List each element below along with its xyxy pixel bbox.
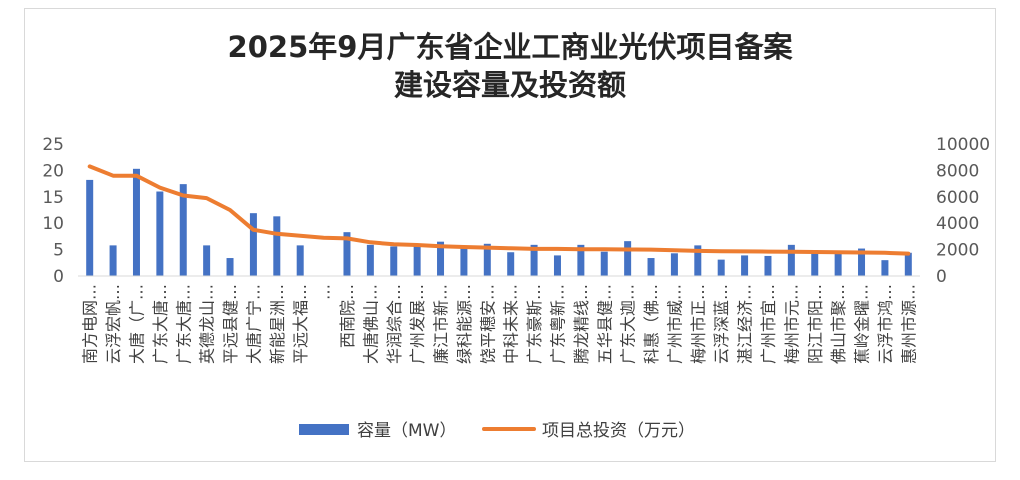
category-label: 广州市威… — [665, 284, 684, 364]
category-label: 西南院… — [338, 284, 357, 348]
capacity-bar — [647, 258, 655, 276]
category-label: 广州市宜… — [759, 284, 778, 364]
category-label: 华润综合… — [385, 284, 404, 364]
capacity-bar — [296, 245, 304, 276]
capacity-bar — [203, 245, 211, 276]
capacity-bar — [413, 246, 421, 276]
category-label: 梅州市正… — [689, 284, 708, 364]
capacity-bar — [577, 244, 585, 276]
capacity-bar — [834, 252, 842, 276]
right-tick-label: 0 — [936, 267, 947, 287]
capacity-bar — [694, 245, 702, 276]
category-label: 大唐广宁… — [244, 284, 263, 364]
capacity-bar — [273, 216, 281, 276]
capacity-bar — [156, 191, 164, 276]
category-label: 中科未来… — [502, 284, 521, 364]
chart-title: 2025年9月广东省企业工商业光伏项目备案 建设容量及投资额 — [0, 28, 1020, 104]
capacity-bar — [132, 168, 140, 276]
capacity-bar — [179, 184, 187, 276]
category-label: 广东大唐… — [151, 284, 170, 364]
category-label: 梅州市元… — [782, 284, 801, 364]
capacity-bar — [600, 251, 608, 276]
category-label: 饶平穗安… — [478, 284, 497, 364]
capacity-bar — [390, 246, 398, 276]
category-label: 大唐（广… — [128, 284, 147, 364]
capacity-bar — [507, 252, 515, 276]
category-label: 广东大迦… — [619, 284, 638, 364]
right-tick-label: 6000 — [936, 188, 979, 208]
category-label: 广东粤新… — [549, 284, 568, 364]
category-label: 惠州市源… — [899, 284, 918, 364]
legend-label-capacity: 容量（MW） — [357, 421, 456, 441]
capacity-bar — [530, 244, 538, 276]
category-label: 平远县健… — [221, 284, 240, 364]
category-label: 廉江市新… — [432, 284, 451, 364]
left-tick-label: 25 — [42, 135, 64, 155]
chart-title-line1: 2025年9月广东省企业工商业光伏项目备案 — [227, 30, 793, 64]
capacity-bar — [366, 244, 374, 276]
investment-line — [87, 164, 911, 256]
category-label: 腾龙精线… — [572, 284, 591, 364]
category-label: 五华县健… — [595, 284, 614, 364]
category-labels: 南方电网… 云浮宏帆… 大唐（广… 广东大唐… 广东大唐… 英德龙山… 平远县健… 大唐广宁…… — [81, 284, 919, 364]
investment-line-layer — [87, 164, 911, 256]
left-tick-label: 10 — [42, 214, 64, 234]
category-label: 南方电网… — [81, 284, 100, 364]
category-label: 蕉岭金曜… — [853, 284, 872, 364]
capacity-bar — [343, 232, 351, 276]
capacity-bars — [86, 168, 912, 276]
legend-label-investment: 项目总投资（万元） — [542, 421, 695, 441]
capacity-bar — [460, 248, 468, 276]
left-tick-label: 15 — [42, 188, 64, 208]
capacity-bar — [624, 241, 632, 276]
category-label: 云浮深蓝… — [712, 284, 731, 364]
capacity-bar — [86, 179, 94, 276]
capacity-bar — [109, 245, 117, 276]
legend: 容量（MW） 项目总投资（万元） — [299, 421, 695, 441]
category-label: 新能星洲… — [268, 284, 287, 364]
capacity-bar — [904, 252, 912, 276]
category-label: 英德龙山… — [198, 284, 217, 364]
chart-title-line2: 建设容量及投资额 — [393, 68, 626, 102]
capacity-bar — [741, 255, 749, 276]
category-label: 科惠（佛… — [642, 284, 661, 364]
right-tick-label: 10000 — [936, 135, 990, 155]
category-label: 平远大福… — [291, 284, 310, 364]
right-tick-label: 4000 — [936, 214, 979, 234]
category-label: 大唐佛山… — [361, 284, 380, 364]
capacity-bar — [226, 258, 234, 276]
category-label: 广州发展… — [408, 284, 427, 364]
category-label: … — [315, 284, 334, 300]
category-label: 广东大唐… — [174, 284, 193, 364]
left-tick-label: 0 — [53, 267, 64, 287]
left-tick-label: 20 — [42, 161, 64, 181]
category-label: 阳江市阳… — [806, 284, 825, 364]
left-tick-label: 5 — [53, 241, 64, 261]
legend-swatch-capacity — [299, 424, 349, 435]
category-label: 云浮宏帆… — [104, 284, 123, 364]
right-axis-ticks: 0 2000 4000 6000 8000 10000 — [936, 135, 990, 287]
right-tick-label: 8000 — [936, 161, 979, 181]
category-label: 湛江经济… — [736, 284, 755, 364]
category-label: 云浮市鸿… — [876, 284, 895, 364]
capacity-bar — [249, 213, 257, 276]
capacity-bar — [437, 241, 445, 276]
capacity-bar — [858, 248, 866, 276]
capacity-bar — [717, 259, 725, 276]
category-label: 佛山市聚… — [829, 284, 848, 364]
capacity-bar — [787, 244, 795, 276]
left-axis-ticks: 0 5 10 15 20 25 — [42, 135, 64, 287]
capacity-bar — [764, 255, 772, 276]
capacity-bar — [483, 243, 491, 276]
category-label: 广东豪斯… — [525, 284, 544, 364]
category-label: 绿科能源… — [455, 284, 474, 364]
capacity-bar — [881, 260, 889, 276]
capacity-bar — [553, 255, 561, 276]
capacity-bar — [670, 253, 678, 276]
right-tick-label: 2000 — [936, 241, 979, 261]
capacity-bar — [811, 250, 819, 276]
